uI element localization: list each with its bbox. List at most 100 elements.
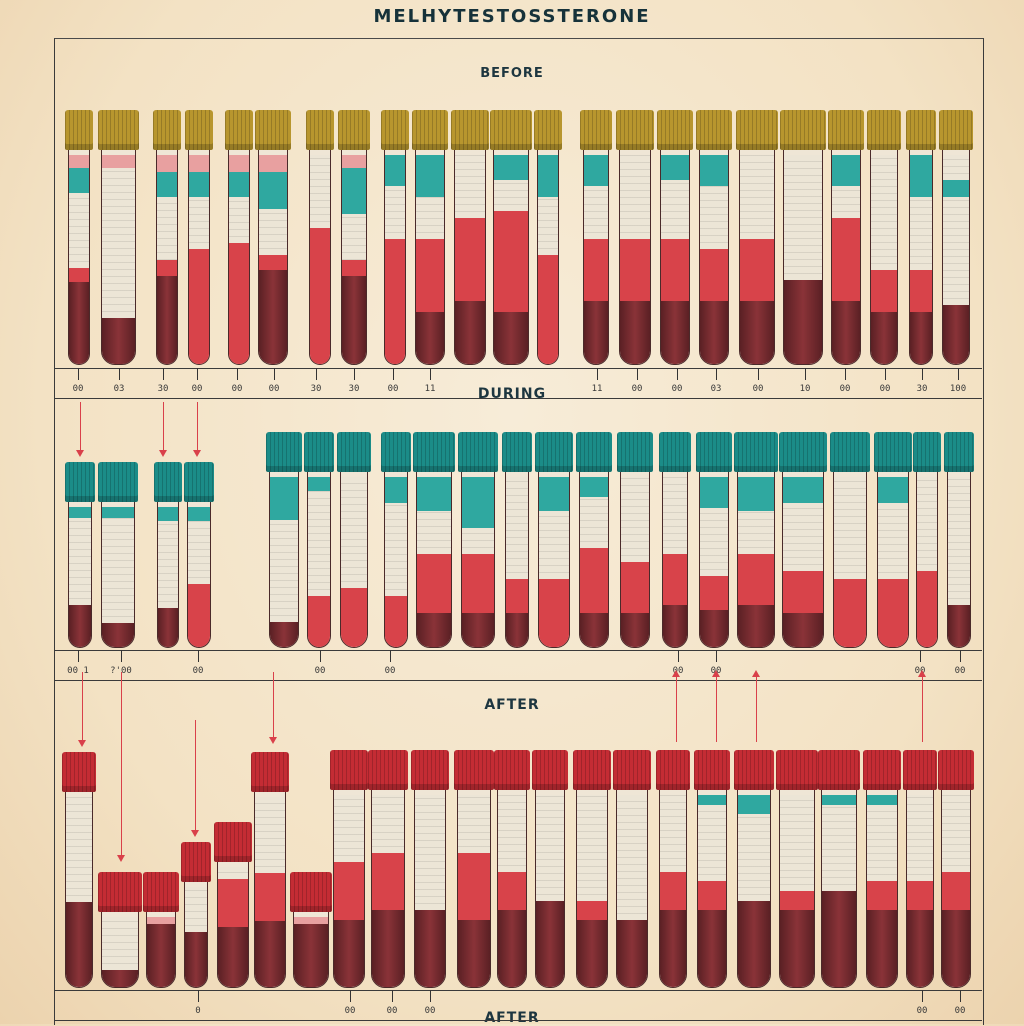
blood-tube-before-10 <box>412 110 448 365</box>
tube-layer-pink <box>342 155 366 169</box>
teal-cap-icon <box>266 432 302 472</box>
tube-layer-red <box>372 852 404 912</box>
arrow-up-icon <box>918 670 926 742</box>
tube-layer-teal <box>943 180 969 198</box>
tube-glass <box>916 470 938 648</box>
axis-tick-label: 00 <box>424 1006 436 1016</box>
axis-tick-label: 00 <box>231 384 243 394</box>
tube-layer-white <box>259 209 287 257</box>
tube-layer-teal <box>229 171 249 198</box>
axis-tick-label: 03 <box>710 384 722 394</box>
axis-tick <box>678 650 679 662</box>
tube-layer-teal <box>832 155 860 188</box>
tube-glass <box>457 788 491 988</box>
gold-cap-icon <box>780 110 826 150</box>
blood-tube-before-9 <box>381 110 409 365</box>
blood-tube-before-11 <box>451 110 489 365</box>
axis-tick-label: 30 <box>310 384 322 394</box>
tube-glass <box>906 788 934 988</box>
tube-glass <box>258 148 288 365</box>
tube-layer-white <box>102 917 138 971</box>
tube-layer-red <box>660 871 686 912</box>
tube-layer-dark <box>948 604 970 647</box>
tube-layer-red <box>780 891 814 912</box>
teal-cap-icon <box>98 462 138 502</box>
tube-layer-dark <box>698 910 726 987</box>
blood-tube-during-21 <box>913 432 941 648</box>
tube-layer-red <box>538 255 558 364</box>
axis-tick-label: 10 <box>799 384 811 394</box>
blood-tube-after-2 <box>98 872 142 988</box>
arrow-down-icon <box>76 402 84 457</box>
tube-layer-red <box>308 596 330 647</box>
tube-glass <box>293 910 329 988</box>
teal-cap-icon <box>617 432 653 472</box>
tube-layer-red <box>584 238 608 303</box>
blood-tube-during-14 <box>617 432 653 648</box>
tube-glass <box>415 148 445 365</box>
red-cap-icon <box>694 750 730 790</box>
axis-tick-label: 00 <box>191 384 203 394</box>
tube-layer-white <box>910 196 932 271</box>
axis-tick <box>960 650 961 662</box>
red-cap-icon <box>613 750 651 790</box>
tube-layer-white <box>948 477 970 606</box>
teal-cap-icon <box>337 432 371 472</box>
tube-layer-pink <box>147 917 175 925</box>
gold-cap-icon <box>255 110 291 150</box>
red-cap-icon <box>494 750 530 790</box>
tube-layer-white <box>663 477 687 555</box>
tube-layer-white <box>157 196 177 261</box>
tube-layer-dark <box>536 900 564 987</box>
red-cap-icon <box>251 752 289 792</box>
tube-glass <box>537 148 559 365</box>
tube-layer-red <box>189 249 209 364</box>
tube-layer-dark <box>740 301 774 364</box>
tube-layer-dark <box>218 927 248 987</box>
blood-tube-during-1 <box>65 462 95 648</box>
tube-glass <box>583 148 609 365</box>
blood-tube-after-8 <box>330 750 368 988</box>
gold-cap-icon <box>490 110 532 150</box>
tube-glass <box>101 910 139 988</box>
tube-glass <box>505 470 529 648</box>
blood-tube-after-12 <box>494 750 530 988</box>
tube-layer-pink <box>102 155 135 169</box>
tube-layer-red <box>385 238 405 364</box>
tube-layer-teal <box>189 171 209 198</box>
tube-layer-white <box>462 528 494 555</box>
tube-layer-red <box>942 871 970 912</box>
tube-glass <box>831 148 861 365</box>
blood-tube-before-19 <box>780 110 826 365</box>
section-label-after: AFTER <box>484 697 540 713</box>
blood-tube-after-13 <box>532 750 568 988</box>
tube-layer-red <box>740 238 774 303</box>
tube-glass <box>662 470 688 648</box>
axis-tick-label: 00 <box>384 666 396 676</box>
blood-tube-after-19 <box>776 750 818 988</box>
section-label-after-bottom: AFTER <box>484 1010 540 1026</box>
tube-layer-teal <box>867 795 897 806</box>
tube-layer-white <box>780 795 814 892</box>
tube-layer-white <box>66 797 92 903</box>
tube-glass <box>461 470 495 648</box>
red-cap-icon <box>454 750 494 790</box>
tube-layer-red <box>342 259 366 278</box>
red-cap-icon <box>62 752 96 792</box>
tube-layer-dark <box>738 900 770 987</box>
tube-layer-white <box>372 795 404 854</box>
blood-tube-during-3 <box>154 462 182 648</box>
axis-tick-label: 30 <box>157 384 169 394</box>
tube-layer-dark <box>372 910 404 987</box>
tube-layer-red <box>539 579 569 647</box>
tube-layer-red <box>462 553 494 614</box>
teal-cap-icon <box>502 432 532 472</box>
blood-tube-after-23 <box>938 750 974 988</box>
axis-tick-label: 00 <box>268 384 280 394</box>
tube-layer-white <box>255 797 285 874</box>
red-cap-icon <box>368 750 408 790</box>
tube-glass <box>942 148 970 365</box>
red-cap-icon <box>776 750 818 790</box>
tube-layer-white <box>784 155 822 282</box>
tube-glass <box>821 788 857 988</box>
